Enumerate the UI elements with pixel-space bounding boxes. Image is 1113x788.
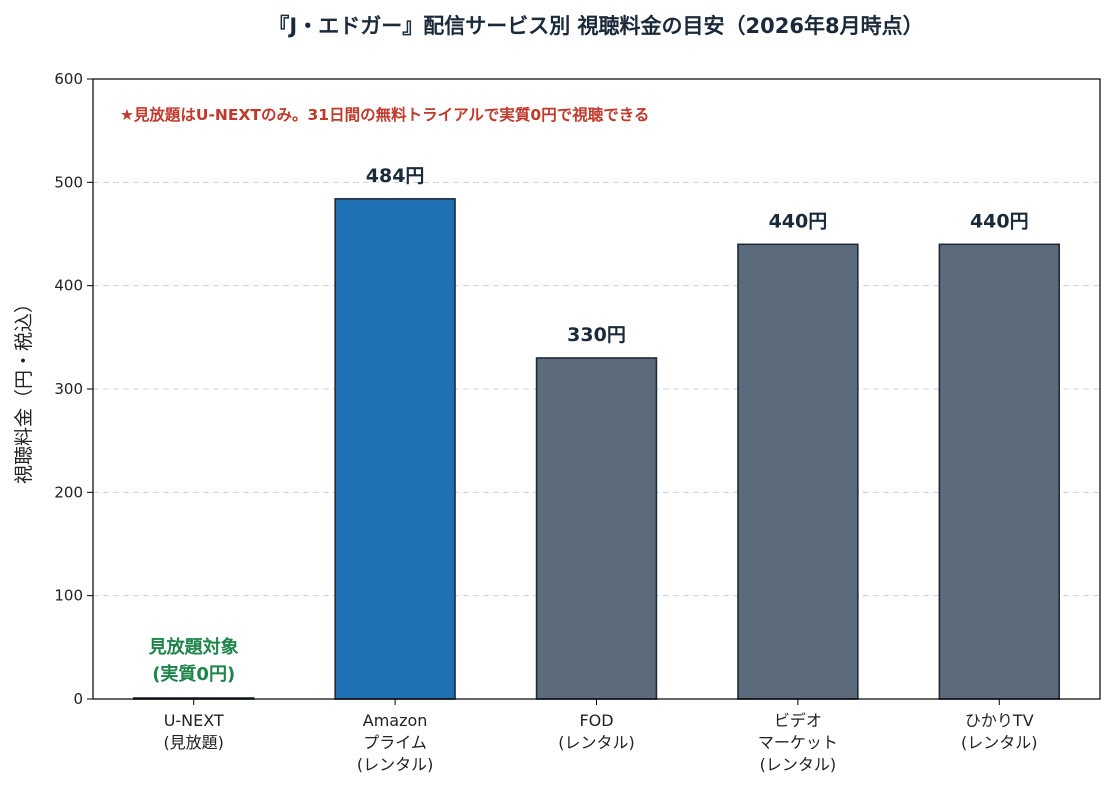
- x-axis-categories: U-NEXT (見放題)Amazon プライム(レンタル)FOD (レンタル)ビデオマ…: [163, 699, 1038, 774]
- x-tick-label-line: (レンタル): [961, 733, 1038, 752]
- x-tick-label: ひかりTV (レンタル): [961, 711, 1038, 752]
- data-label: 440円: [970, 210, 1029, 232]
- y-axis-label: 視聴料金（円・税込）: [13, 294, 35, 484]
- x-tick-label-line: (レンタル): [760, 755, 837, 774]
- y-tick-label: 600: [54, 70, 83, 88]
- x-tick-label-line: (レンタル): [558, 733, 635, 752]
- x-tick-label-line: U-NEXT: [164, 711, 224, 730]
- bars: [132, 198, 1061, 700]
- x-tick-label-line: ビデオ: [774, 711, 822, 730]
- x-tick-label-line: (見放題): [163, 733, 224, 752]
- bar: [535, 357, 658, 700]
- x-tick-label: Amazon プライム (レンタル): [357, 711, 434, 774]
- x-tick-label: U-NEXT (見放題): [163, 711, 224, 752]
- data-label-line: 見放題対象: [148, 636, 239, 658]
- data-label: 330円: [567, 324, 626, 346]
- data-label: 484円: [366, 165, 425, 187]
- chart-note: ★見放題はU-NEXTのみ。31日間の無料トライアルで実質0円で視聴できる: [120, 105, 649, 124]
- data-labels: 見放題対象 (実質0円) 484円 330円 440円 440円: [148, 165, 1029, 685]
- y-axis-ticks: 0 100 200 300 400 500 600: [54, 70, 93, 708]
- x-tick-label-line: ひかりTV: [965, 711, 1034, 730]
- y-tick-label: 0: [73, 690, 83, 708]
- x-tick-label-line: Amazon: [363, 711, 428, 730]
- data-label: 440円: [769, 210, 828, 232]
- x-tick-label: ビデオマーケット (レンタル): [758, 711, 838, 774]
- y-tick-label: 300: [54, 380, 83, 398]
- x-tick-label: FOD (レンタル): [558, 711, 635, 752]
- bar: [938, 243, 1061, 700]
- bar: [334, 198, 456, 700]
- data-label: 見放題対象 (実質0円): [148, 636, 239, 685]
- x-tick-label-line: マーケット: [758, 733, 838, 752]
- y-tick-label: 400: [54, 277, 83, 295]
- bar: [737, 243, 859, 700]
- y-tick-label: 100: [54, 587, 83, 605]
- x-tick-label-line: (レンタル): [357, 755, 434, 774]
- chart-title: 『J・エドガー』配信サービス別 視聴料金の目安（2026年8月時点）: [268, 14, 923, 38]
- y-tick-label: 200: [54, 483, 83, 501]
- x-tick-label-line: プライム: [363, 733, 427, 752]
- x-tick-label-line: FOD: [579, 711, 613, 730]
- y-tick-label: 500: [54, 173, 83, 191]
- data-label-line: (実質0円): [152, 663, 235, 685]
